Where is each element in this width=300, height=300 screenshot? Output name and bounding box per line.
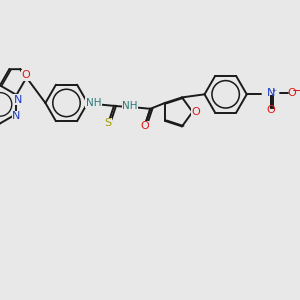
Text: NH: NH	[86, 98, 101, 108]
Text: O: O	[21, 70, 30, 80]
Text: NH: NH	[122, 101, 137, 111]
Text: O: O	[192, 107, 200, 117]
Text: O: O	[267, 105, 275, 116]
Text: S: S	[104, 118, 112, 128]
Text: +: +	[271, 88, 276, 93]
Text: N: N	[14, 94, 22, 105]
Text: N: N	[267, 88, 275, 98]
Text: O: O	[287, 88, 296, 98]
Text: O: O	[140, 122, 149, 131]
Text: N: N	[12, 111, 21, 121]
Text: −: −	[292, 84, 300, 97]
